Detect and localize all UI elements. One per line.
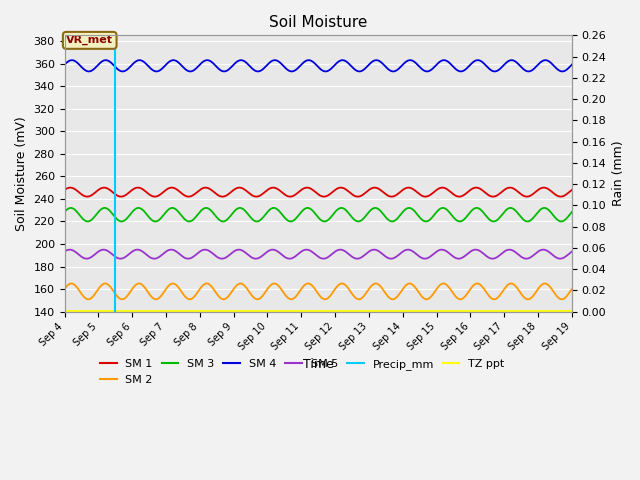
Y-axis label: Rain (mm): Rain (mm) xyxy=(612,141,625,206)
Title: Soil Moisture: Soil Moisture xyxy=(269,15,367,30)
Text: VR_met: VR_met xyxy=(66,35,113,46)
Y-axis label: Soil Moisture (mV): Soil Moisture (mV) xyxy=(15,116,28,231)
Legend: SM 1, SM 2, SM 3, SM 4, SM 5, Precip_mm, TZ ppt: SM 1, SM 2, SM 3, SM 4, SM 5, Precip_mm,… xyxy=(95,355,509,389)
X-axis label: Time: Time xyxy=(303,358,333,371)
